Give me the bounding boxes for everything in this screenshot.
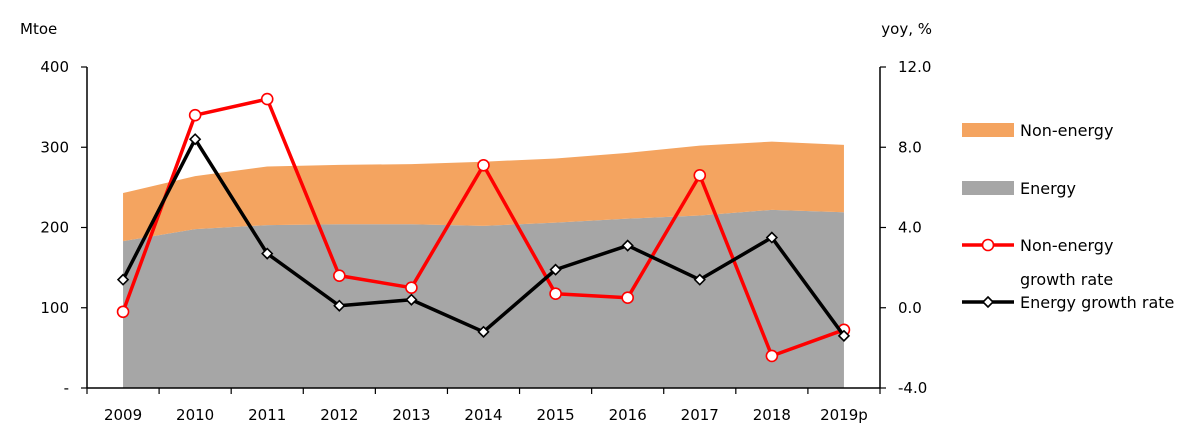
left-tick-label: 400 [40, 58, 69, 76]
energy-growth-rate-point [116, 273, 130, 286]
x-tick-label: 2017 [681, 406, 719, 424]
x-tick-label: 2016 [609, 406, 647, 424]
left-tick-label: - [64, 379, 69, 397]
energy-growth-rate-legend-marker [981, 295, 995, 309]
right-tick-label: 4.0 [898, 219, 922, 237]
energy-growth-rate-point [261, 247, 274, 260]
non-energy-growth-rate-legend-marker [981, 238, 995, 252]
energy-growth-rate-point [333, 299, 346, 312]
non-energy-growth-rate-point [188, 108, 202, 122]
non-energy-growth-rate-point [405, 281, 418, 294]
energy-growth-rate-point [477, 325, 490, 338]
area-series [123, 141, 844, 388]
non-energy-growth-rate-point [477, 159, 490, 172]
x-tick-label: 2010 [176, 406, 214, 424]
right-tick-label: 0.0 [898, 299, 922, 317]
energy-legend: Energy [962, 179, 1076, 198]
energy-growth-rate-point [405, 293, 418, 306]
energy-growth-rate-point [189, 133, 202, 146]
energy-growth-rate-point [693, 273, 706, 286]
energy-growth-rate-series [116, 133, 851, 342]
non-energy-growth-rate-legend-label: Non-energy [1020, 236, 1113, 255]
x-tick-label: 2015 [536, 406, 574, 424]
energy-growth-rate-point [549, 263, 562, 276]
non-energy-growth-rate-point [333, 269, 346, 282]
energy-growth-rate-legend: Energy growth rate [962, 293, 1174, 312]
non-energy-area [123, 141, 844, 242]
non-energy-growth-rate-point [765, 349, 779, 363]
non-energy-growth-rate-point [549, 287, 562, 301]
left-axis-title: Mtoe [20, 20, 57, 38]
energy-growth-rate-point [621, 239, 634, 252]
x-tick-label: 2011 [248, 406, 286, 424]
non-energy-growth-rate-point [693, 169, 707, 182]
x-tick-label: 2012 [320, 406, 358, 424]
energy-area [123, 209, 844, 388]
x-tick-label: 2018 [753, 406, 791, 424]
x-tick-label: 2019p [820, 406, 868, 424]
energy-legend-swatch [962, 181, 1014, 195]
right-tick-label: 12.0 [898, 58, 931, 76]
right-tick-label: 8.0 [898, 138, 922, 156]
non-energy-legend-label: Non-energy [1020, 121, 1113, 140]
left-tick-label: 300 [40, 138, 69, 156]
energy-growth-rate-legend-label: Energy growth rate [1020, 293, 1174, 312]
non-energy-growth-rate-legend: Non-energy growth rate [962, 236, 1113, 289]
energy-growth-rate-point [765, 231, 778, 244]
x-tick-label: 2014 [464, 406, 502, 424]
energy-growth-rate-point [837, 329, 851, 342]
non-energy-growth-rate-point [621, 291, 634, 305]
axes: - 100 200 300 400 -4.0 0.0 4.0 8.0 12.0 2009 2010 20… [20, 20, 932, 424]
non-energy-growth-rate-point [116, 305, 130, 319]
right-axis-title: yoy, % [881, 20, 932, 38]
legend: Non-energy Energy Non-energy growth rate Ene… [962, 121, 1174, 312]
energy-legend-label: Energy [1020, 179, 1076, 198]
left-tick-label: 200 [40, 219, 69, 237]
non-energy-growth-rate-series [116, 92, 851, 363]
non-energy-growth-rate-point [260, 92, 274, 106]
x-tick-label: 2009 [104, 406, 142, 424]
non-energy-growth-rate-legend-label-line2: growth rate [1020, 270, 1113, 289]
line-series [116, 92, 851, 363]
non-energy-legend-swatch [962, 123, 1014, 137]
left-tick-label: 100 [40, 299, 69, 317]
right-tick-label: -4.0 [898, 379, 927, 397]
non-energy-legend: Non-energy [962, 121, 1113, 140]
x-tick-label: 2013 [392, 406, 430, 424]
